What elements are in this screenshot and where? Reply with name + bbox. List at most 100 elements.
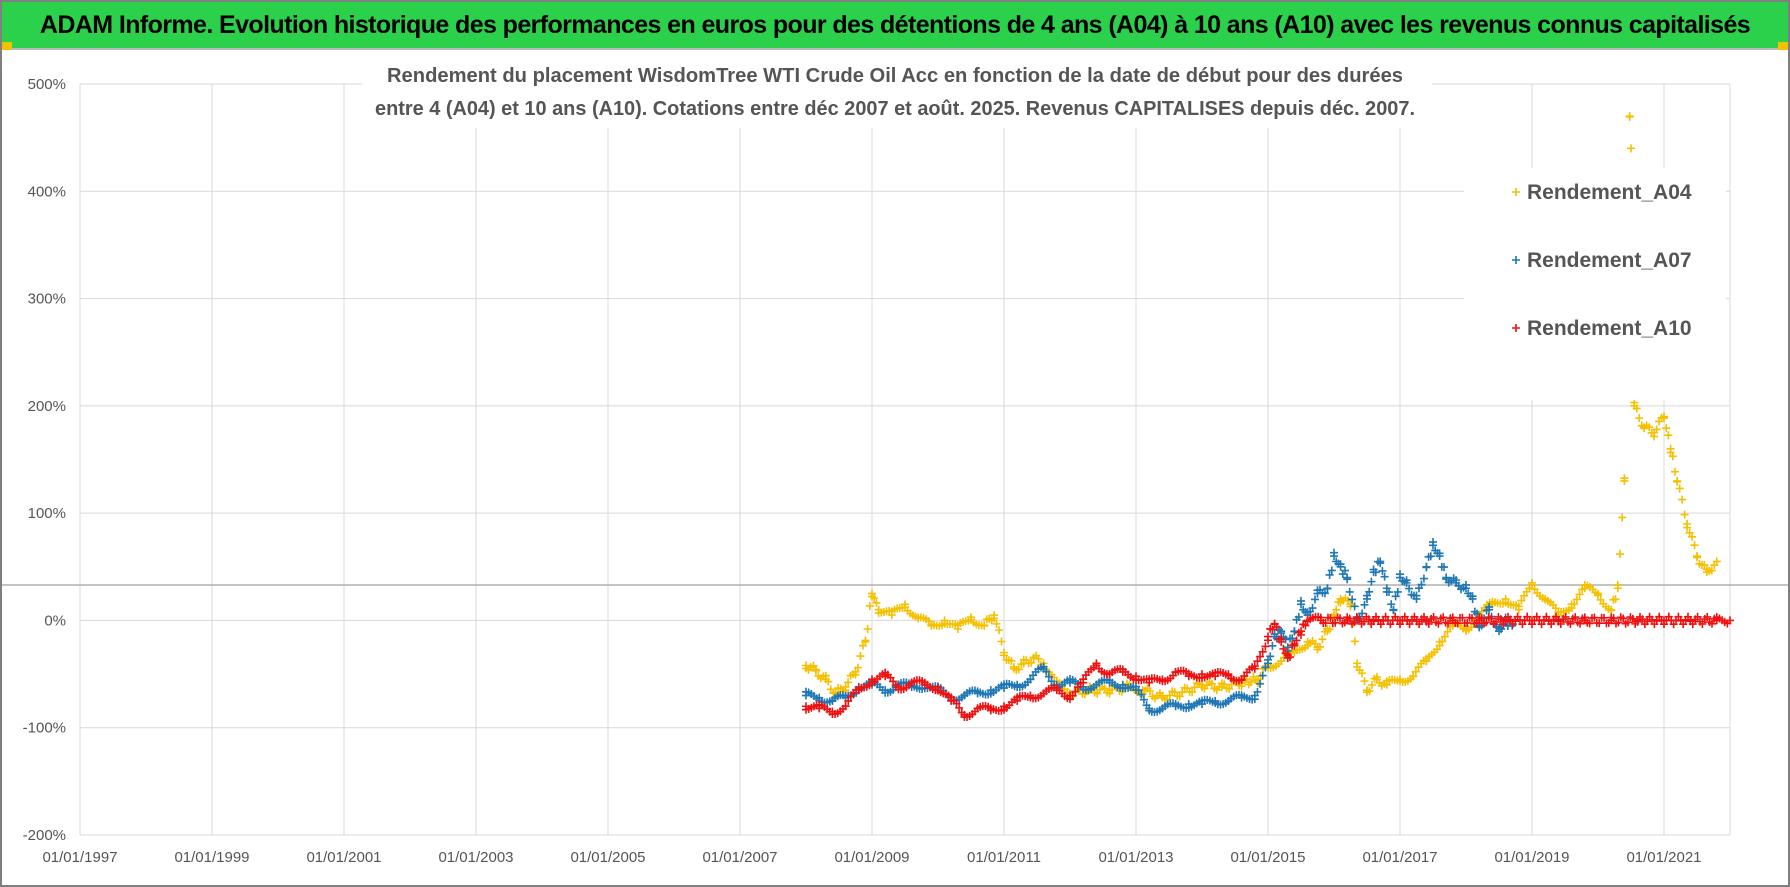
data-point [1542,612,1551,621]
data-point [1247,678,1256,687]
data-point [1458,613,1467,622]
data-point [1336,562,1345,571]
data-point [1468,614,1476,623]
data-point [1501,616,1510,625]
data-point [1650,428,1659,437]
data-point [1660,616,1668,625]
data-point [1224,670,1233,679]
data-point [1429,613,1438,622]
data-point [802,691,810,700]
data-point [1184,700,1193,709]
data-point [1443,627,1452,636]
data-point [1528,578,1536,587]
title-background [362,56,1432,128]
data-point [1614,618,1623,627]
data-point [1225,684,1234,693]
data-point [1666,444,1675,453]
data-point [1643,617,1652,626]
data-point [1250,691,1259,700]
data-point [1448,616,1457,625]
data-point [1514,605,1523,614]
data-point [1688,532,1697,541]
data-point [1013,696,1022,705]
data-point [986,706,995,715]
data-point [1624,618,1632,627]
data-point [1184,672,1193,681]
data-point [1367,577,1376,586]
data-point [1341,566,1349,575]
data-point [1118,667,1127,676]
data-point [1175,692,1184,701]
data-point [990,611,999,620]
data-point [1360,617,1368,626]
data-point [1363,686,1371,695]
x-tick-label: 01/01/1999 [174,849,249,866]
data-point [1439,613,1448,622]
data-point [851,667,860,676]
data-point [1071,687,1080,696]
data-point [1382,680,1391,689]
data-point [1256,652,1265,661]
data-point [1635,414,1644,423]
x-tick-label: 01/01/2005 [570,849,645,866]
data-point [1313,643,1322,652]
data-point [815,704,824,713]
data-point [1336,594,1345,603]
data-point [1211,672,1220,681]
data-point [960,691,969,700]
data-point [894,682,903,691]
data-point [1066,691,1074,700]
data-point [1283,653,1292,662]
data-point [828,696,837,705]
data-point [1318,635,1327,644]
data-point [973,689,982,698]
data-point [1686,616,1695,625]
data-point [1224,696,1233,705]
data-point [887,611,896,620]
data-point [1444,619,1452,628]
data-point [1495,627,1503,636]
report-banner: ADAM Informe. Evolution historique des p… [2,2,1788,50]
data-point [1376,557,1385,566]
corner-marker-left [2,42,12,50]
data-point [1378,566,1387,575]
data-point [1217,682,1226,691]
data-point [821,675,830,684]
data-point [881,686,890,695]
data-point [1496,615,1505,624]
data-point [1566,619,1575,628]
data-point [920,680,929,689]
data-point [1211,696,1220,705]
data-point [1369,568,1378,577]
data-point [1013,680,1022,689]
x-tick-label: 01/01/2017 [1362,849,1437,866]
data-point [1537,620,1546,629]
x-tick-label: 01/01/2015 [1230,849,1305,866]
data-point [1277,657,1286,666]
x-tick-label: 01/01/2021 [1626,849,1701,866]
data-point [927,621,936,630]
data-point [1100,684,1109,693]
data-point [1188,688,1197,697]
data-point [1369,616,1378,625]
data-point [1410,612,1419,621]
data-point [1707,566,1716,575]
data-point [1367,681,1376,690]
data-point [1000,648,1008,657]
data-point [1132,672,1140,681]
data-point [1511,617,1520,626]
data-point [1400,612,1409,621]
data-point [992,619,1001,628]
data-point [1648,615,1656,624]
data-point [1277,627,1286,636]
data-point [1145,704,1154,713]
data-point [1261,663,1270,672]
data-point [1297,627,1305,636]
data-point [1702,568,1711,577]
data-point [960,710,969,719]
series-layer [802,112,1734,722]
data-point [1426,552,1435,561]
data-point [1673,476,1682,485]
data-point [853,663,862,672]
data-point [995,626,1004,635]
